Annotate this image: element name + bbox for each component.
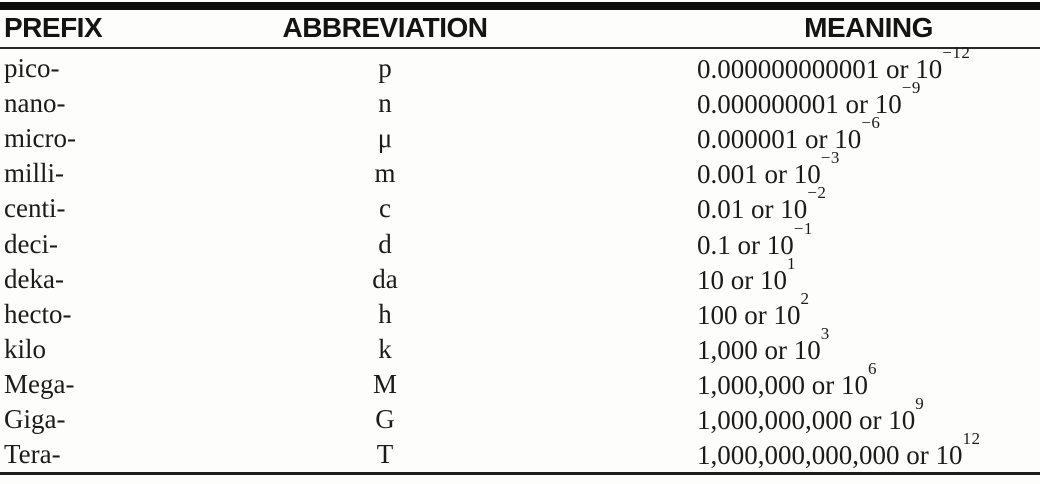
cell-prefix: Tera- bbox=[4, 439, 61, 470]
table-row: micro-μ 0.000001 or 10−6 bbox=[0, 113, 1040, 156]
cell-meaning: 1,000,000 or 106 bbox=[697, 358, 877, 400]
exponent: 1 bbox=[787, 253, 796, 273]
cell-abbreviation: h bbox=[378, 298, 392, 329]
table-row: hecto-h 100 or 102 bbox=[0, 288, 1040, 332]
exponent: −2 bbox=[807, 183, 827, 203]
cell-prefix: Giga- bbox=[4, 403, 66, 434]
exponent: 2 bbox=[800, 288, 810, 308]
cell-prefix: milli- bbox=[4, 158, 64, 189]
cell-abbreviation: T bbox=[376, 439, 394, 470]
cell-abbreviation: d bbox=[378, 228, 392, 259]
cell-abbreviation: da bbox=[372, 263, 398, 294]
cell-prefix: pico- bbox=[4, 53, 60, 84]
table-row: Mega- M 1,000,000 or 106 bbox=[0, 358, 1040, 402]
cell-meaning: 0.001 or 10−3 bbox=[697, 148, 840, 190]
table-row: Tera- T 1,000,000,000,000 or 1012 bbox=[0, 429, 1040, 472]
cell-abbreviation: p bbox=[378, 53, 392, 84]
header-abbreviation: ABBREVIATION bbox=[282, 12, 488, 43]
cell-meaning: 100 or 102 bbox=[697, 288, 810, 330]
cell-abbreviation: G bbox=[375, 403, 395, 434]
cell-meaning: 1,000 or 103 bbox=[697, 323, 830, 365]
exponent: −1 bbox=[793, 218, 813, 238]
cell-prefix: deci- bbox=[4, 228, 58, 259]
cell-meaning: 1,000,000,000 or 109 bbox=[697, 393, 925, 435]
cell-meaning: 0.000000001 or 10−9 bbox=[697, 78, 921, 120]
cell-abbreviation: M bbox=[372, 368, 397, 399]
table-row: deka-da 10 or 101 bbox=[0, 253, 1040, 297]
table-row: nano-n 0.000000001 or 10−9 bbox=[0, 78, 1040, 121]
header-prefix: PREFIX bbox=[4, 12, 103, 43]
cell-meaning: 0.000000000001 or 10−12 bbox=[697, 43, 971, 85]
exponent: 6 bbox=[868, 358, 877, 378]
cell-prefix: centi- bbox=[4, 193, 66, 224]
cell-meaning: 0.1 or 10−1 bbox=[697, 218, 813, 260]
exponent: −6 bbox=[861, 113, 881, 133]
table-row: kilo k 1,000 or 103 bbox=[0, 323, 1040, 367]
exponent: −12 bbox=[942, 43, 971, 63]
cell-abbreviation: c bbox=[379, 193, 391, 224]
cell-abbreviation: k bbox=[378, 333, 392, 364]
table-row: milli-m 0.001 or 10−3 bbox=[0, 148, 1040, 191]
cell-meaning: 0.01 or 10−2 bbox=[697, 183, 827, 225]
cell-prefix: nano- bbox=[4, 88, 66, 119]
cell-abbreviation: m bbox=[374, 158, 396, 189]
exponent: 3 bbox=[820, 323, 830, 343]
bottom-rule bbox=[0, 472, 1040, 475]
exponent: −3 bbox=[820, 148, 840, 168]
table-row: pico-p 0.000000000001 or 10−12 bbox=[0, 43, 1040, 86]
table-row: deci-d 0.1 or 10−1 bbox=[0, 218, 1040, 261]
cell-prefix: micro- bbox=[4, 123, 76, 154]
cell-prefix: deka- bbox=[4, 263, 64, 294]
table-body: pico-p 0.000000000001 or 10−12 nano-n 0.000… bbox=[0, 43, 1040, 472]
table-header-row: PREFIX ABBREVIATION MEANING bbox=[0, 9, 1040, 47]
header-meaning: MEANING bbox=[804, 12, 933, 43]
cell-meaning: 1,000,000,000,000 or 1012 bbox=[697, 429, 981, 471]
cell-prefix: kilo bbox=[4, 333, 47, 364]
cell-prefix: Mega- bbox=[4, 368, 75, 399]
table-row: Giga- G 1,000,000,000 or 109 bbox=[0, 393, 1040, 437]
exponent: 9 bbox=[915, 393, 925, 413]
exponent: −9 bbox=[901, 78, 921, 98]
cell-abbreviation: μ bbox=[377, 123, 393, 154]
cell-meaning: 0.000001 or 10−6 bbox=[697, 113, 881, 155]
cell-abbreviation: n bbox=[378, 88, 392, 119]
cell-prefix: hecto- bbox=[4, 298, 72, 329]
exponent: 12 bbox=[962, 429, 981, 449]
header-divider-rule bbox=[0, 47, 1040, 49]
top-rule bbox=[0, 2, 1040, 10]
table-row: centi-c 0.01 or 10−2 bbox=[0, 183, 1040, 226]
cell-meaning: 10 or 101 bbox=[697, 253, 796, 295]
